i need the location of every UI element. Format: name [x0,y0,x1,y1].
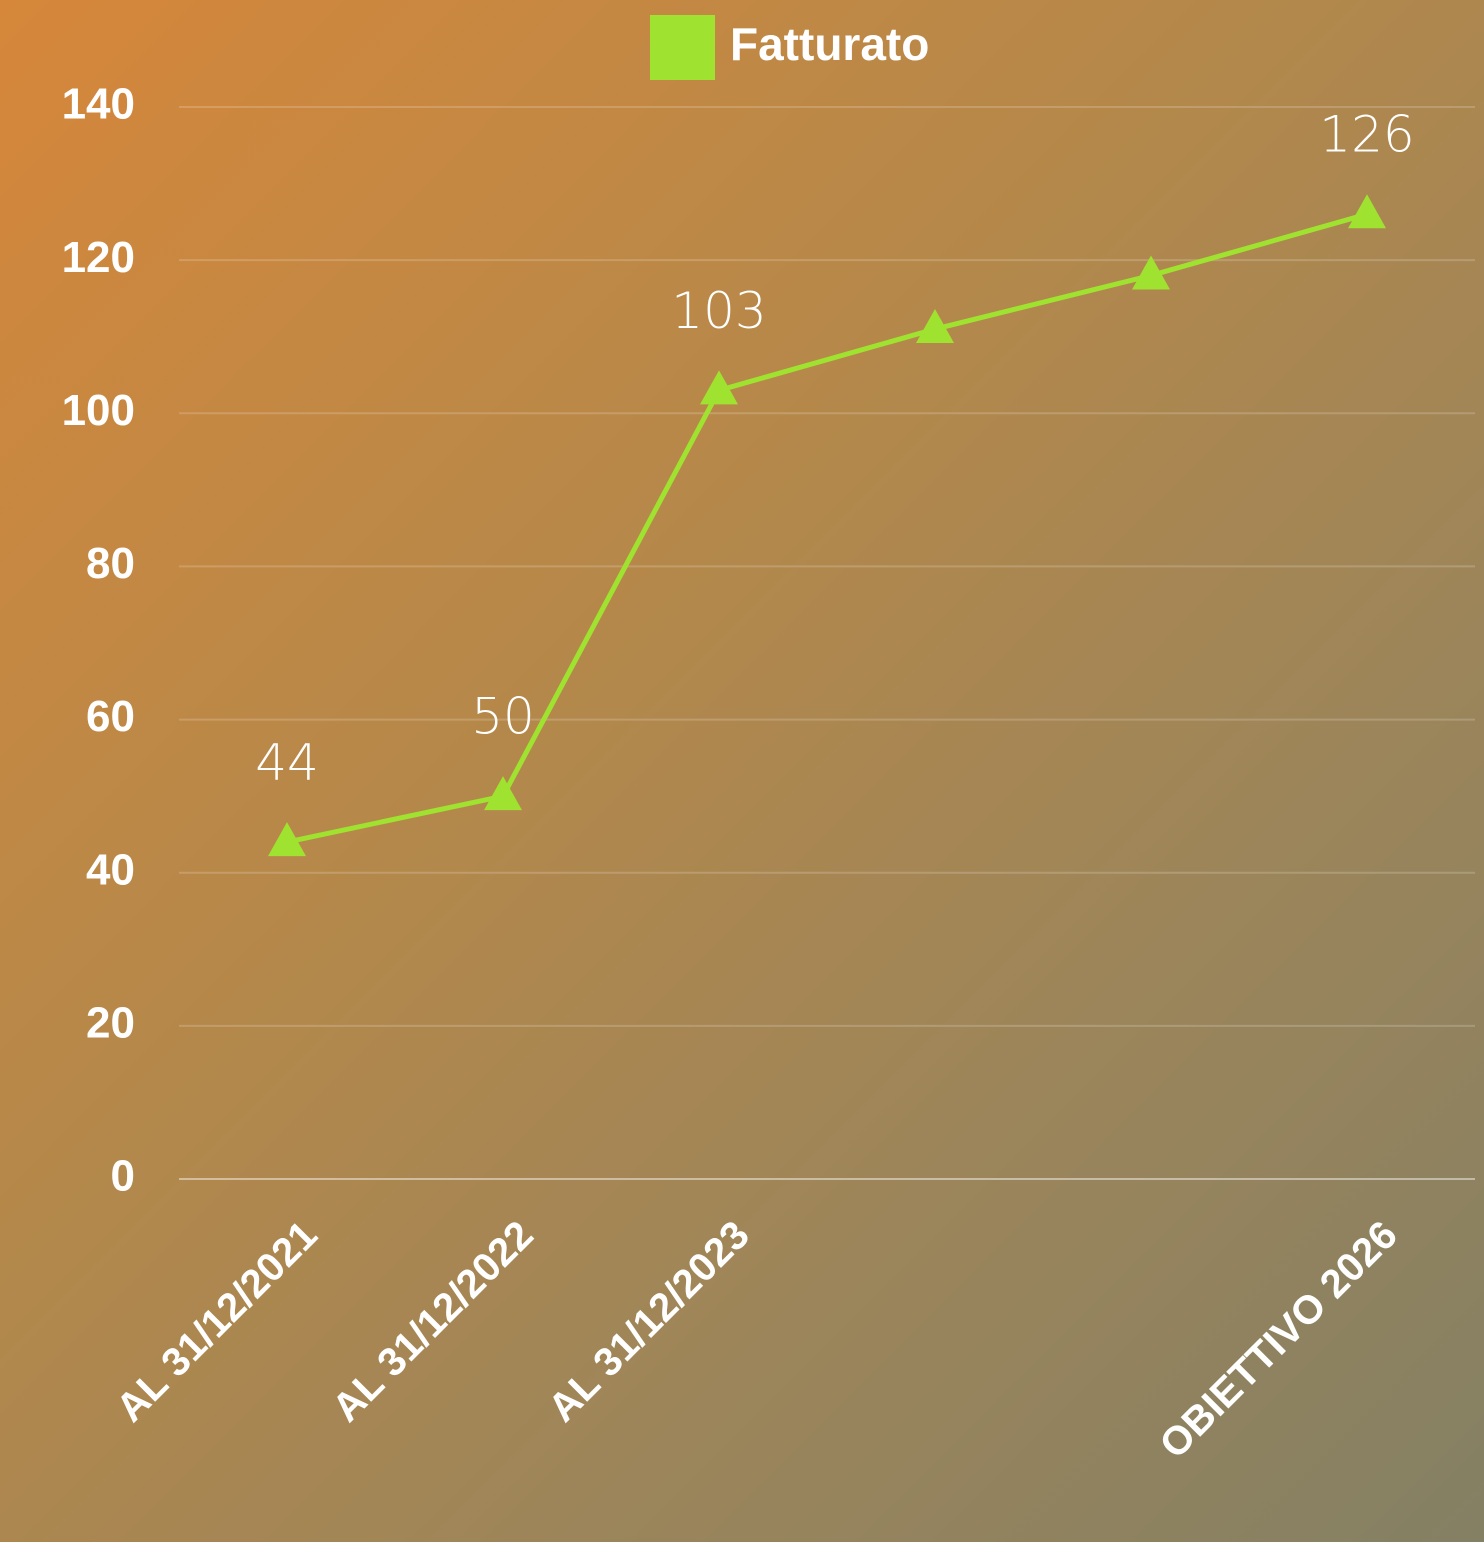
y-tick-label: 60 [86,692,135,741]
x-tick-label: OBIETTIVO 2026 [1152,1213,1406,1467]
data-label: 50 [471,688,535,746]
marker [1132,255,1170,290]
marker [268,822,306,857]
y-tick-label: 80 [86,539,135,588]
x-tick-label: AL 31/12/2022 [324,1213,542,1431]
legend-label: Fatturato [730,18,929,70]
x-tick-label: AL 31/12/2021 [108,1213,326,1431]
data-label: 103 [671,282,766,340]
y-tick-label: 100 [62,386,135,435]
y-tick-label: 120 [62,233,135,282]
y-tick-label: 140 [62,80,135,129]
y-tick-label: 20 [86,998,135,1047]
data-label: 44 [255,734,319,792]
y-tick-label: 40 [86,845,135,894]
x-tick-label: AL 31/12/2023 [540,1213,758,1431]
y-tick-label: 0 [111,1152,135,1201]
marker [484,776,522,811]
marker [916,309,954,344]
marker [1348,194,1386,229]
marker [700,370,738,405]
data-label: 126 [1319,106,1414,164]
line [286,211,1368,845]
legend-swatch [650,15,715,80]
